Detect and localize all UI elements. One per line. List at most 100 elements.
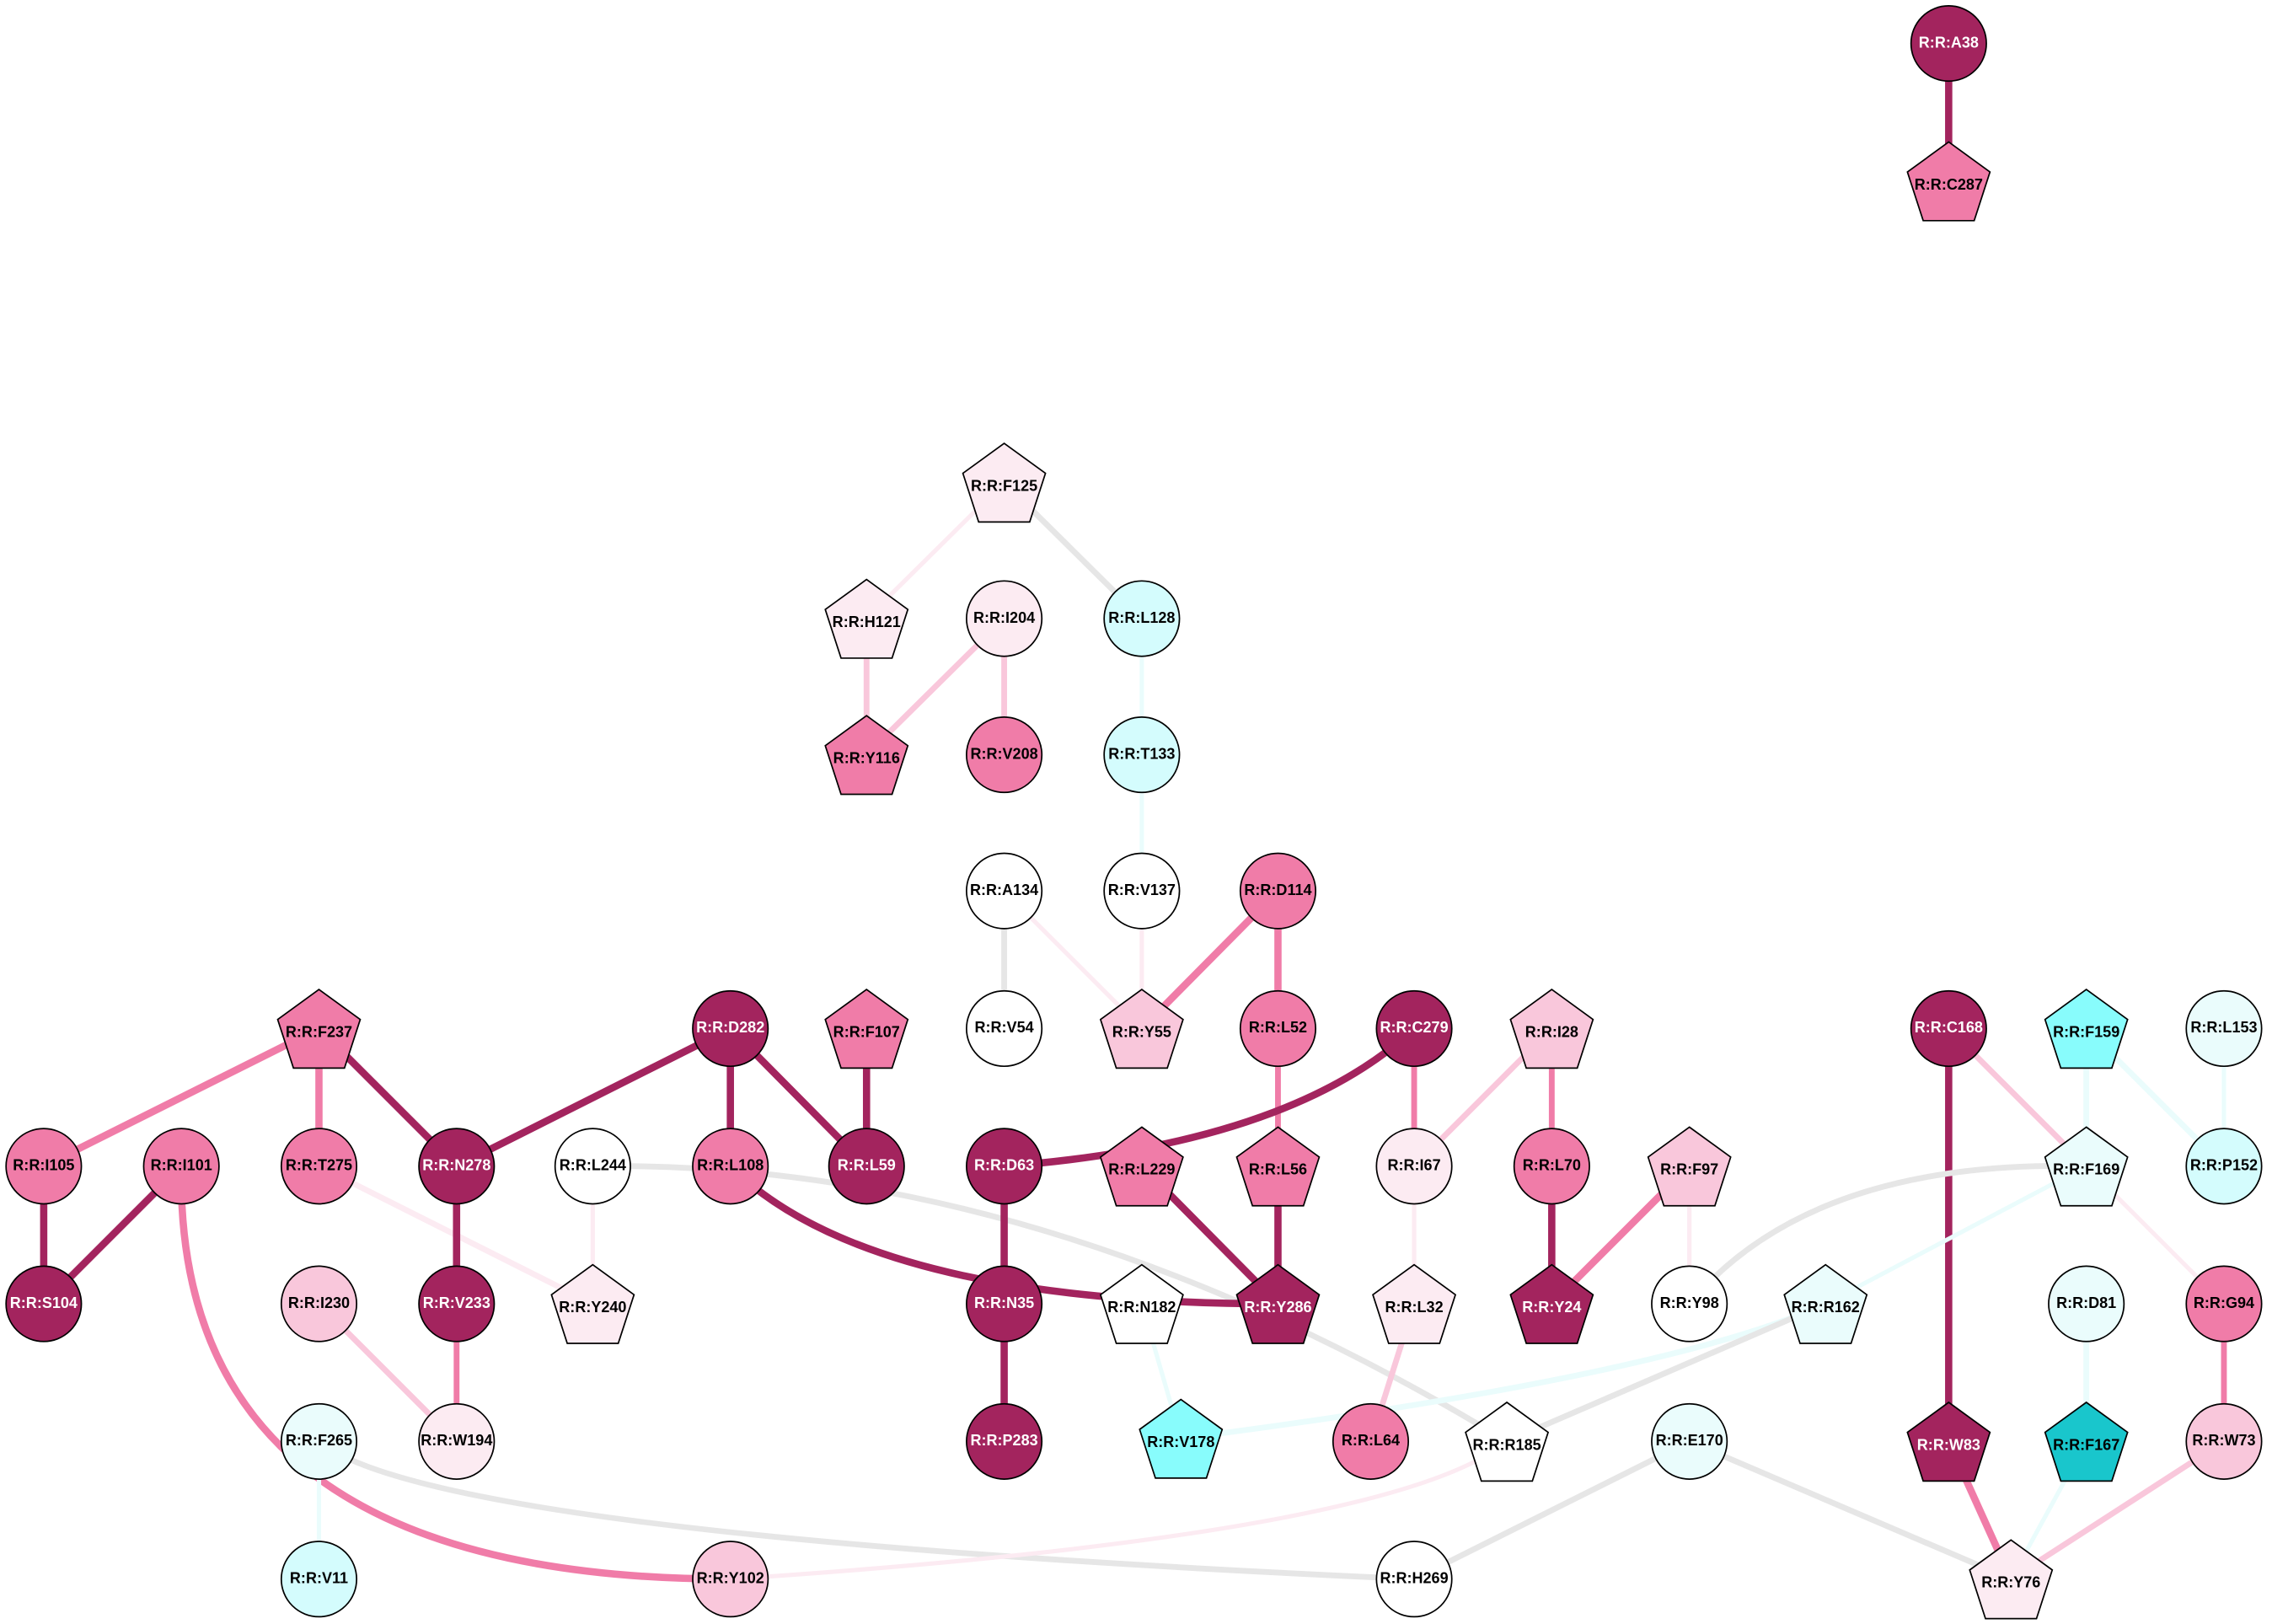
node-label: R:R:I230 bbox=[288, 1294, 350, 1311]
node-circle bbox=[1651, 1402, 1728, 1480]
node-pentagon bbox=[2044, 989, 2129, 1069]
node-circle bbox=[966, 580, 1043, 657]
node-label: R:R:Y55 bbox=[1112, 1023, 1171, 1040]
node-label: R:R:I105 bbox=[13, 1157, 74, 1174]
node-label: R:R:N182 bbox=[1107, 1299, 1176, 1316]
node-circle bbox=[1103, 580, 1181, 657]
edge bbox=[1687, 1162, 2087, 1306]
node-label: R:R:I204 bbox=[973, 609, 1035, 626]
node-label: R:R:L64 bbox=[1342, 1432, 1400, 1449]
node-label: R:R:V137 bbox=[1108, 882, 1176, 898]
node-pentagon bbox=[1969, 1539, 2054, 1620]
node-pentagon bbox=[2044, 1401, 2129, 1482]
node-circle bbox=[1375, 1541, 1453, 1618]
node-label: R:R:N35 bbox=[974, 1294, 1034, 1311]
node-label: R:R:Y98 bbox=[1660, 1294, 1719, 1311]
node-label: R:R:I67 bbox=[1387, 1157, 1440, 1174]
node-pentagon bbox=[1465, 1401, 1550, 1482]
node-label: R:R:F97 bbox=[1660, 1161, 1718, 1178]
node-label: R:R:F265 bbox=[286, 1432, 352, 1449]
node-pentagon bbox=[1372, 1263, 1457, 1344]
node-label: R:R:L52 bbox=[1249, 1019, 1307, 1036]
node-circle bbox=[418, 1402, 496, 1480]
node-circle bbox=[692, 1541, 769, 1618]
node-label: R:R:W83 bbox=[1917, 1436, 1980, 1453]
node-label: R:R:L108 bbox=[697, 1157, 764, 1174]
node-label: R:R:R162 bbox=[1792, 1299, 1860, 1316]
node-label: R:R:D114 bbox=[1244, 882, 1311, 898]
node-label: R:R:P152 bbox=[2190, 1157, 2258, 1174]
edge bbox=[730, 1439, 1508, 1582]
node-pentagon bbox=[1099, 1263, 1184, 1344]
node-label: R:R:Y240 bbox=[559, 1299, 626, 1316]
node-circle bbox=[966, 716, 1043, 794]
node-pentagon bbox=[962, 442, 1047, 523]
node-label: R:R:L70 bbox=[1523, 1157, 1581, 1174]
node-label: R:R:Y102 bbox=[697, 1569, 764, 1586]
node-label: R:R:W194 bbox=[421, 1432, 492, 1449]
edge bbox=[41, 1025, 321, 1170]
node-circle bbox=[1239, 852, 1317, 930]
node-circle bbox=[1910, 989, 1987, 1068]
node-circle bbox=[280, 1128, 358, 1205]
node-circle bbox=[418, 1265, 496, 1343]
node-label: R:R:A38 bbox=[1919, 34, 1979, 51]
node-pentagon bbox=[824, 578, 909, 659]
node-circle bbox=[692, 989, 769, 1068]
edge bbox=[317, 1439, 1415, 1583]
node-circle bbox=[1513, 1128, 1590, 1205]
node-circle bbox=[1651, 1265, 1728, 1343]
node-pentagon bbox=[1509, 1263, 1594, 1344]
node-label: R:R:T275 bbox=[286, 1157, 352, 1174]
node-pentagon bbox=[276, 989, 362, 1069]
node-circle bbox=[5, 1265, 83, 1343]
node-label: R:R:L56 bbox=[1249, 1161, 1307, 1178]
node-label: R:R:R185 bbox=[1472, 1436, 1541, 1453]
node-circle bbox=[2185, 1265, 2263, 1343]
node-label: R:R:Y24 bbox=[1522, 1299, 1581, 1316]
node-label: R:R:L229 bbox=[1108, 1161, 1175, 1178]
node-label: R:R:D81 bbox=[2056, 1294, 2116, 1311]
node-circle bbox=[554, 1128, 631, 1205]
node-circle bbox=[1375, 1128, 1453, 1205]
node-pentagon bbox=[1906, 1401, 1991, 1482]
node-label: R:R:V54 bbox=[975, 1019, 1034, 1036]
node-circle bbox=[1103, 716, 1181, 794]
node-circle bbox=[2185, 1128, 2263, 1205]
node-circle bbox=[1239, 989, 1317, 1068]
node-pentagon bbox=[1647, 1126, 1732, 1207]
node-label: R:R:L128 bbox=[1108, 609, 1175, 626]
node-label: R:R:I28 bbox=[1525, 1023, 1578, 1040]
node-label: R:R:W73 bbox=[2192, 1432, 2255, 1449]
edge bbox=[454, 1025, 732, 1170]
node-circle bbox=[280, 1541, 358, 1618]
node-label: R:R:L32 bbox=[1385, 1299, 1443, 1316]
edge bbox=[1688, 1439, 2012, 1582]
node-label: R:R:F159 bbox=[2053, 1023, 2119, 1040]
edge bbox=[1505, 1300, 1827, 1444]
edge bbox=[2009, 1439, 2226, 1582]
node-circle bbox=[1375, 989, 1453, 1068]
node-pentagon bbox=[1099, 989, 1184, 1069]
node-circle bbox=[2048, 1265, 2125, 1343]
node-pentagon bbox=[2044, 1126, 2129, 1207]
node-circle bbox=[828, 1128, 905, 1205]
node-label: R:R:T133 bbox=[1108, 745, 1175, 762]
node-label: R:R:S104 bbox=[10, 1294, 78, 1311]
node-label: R:R:F237 bbox=[286, 1023, 352, 1040]
node-label: R:R:Y116 bbox=[833, 750, 900, 767]
node-circle bbox=[2185, 1402, 2263, 1480]
node-label: R:R:D63 bbox=[974, 1157, 1034, 1174]
node-label: R:R:Y76 bbox=[1981, 1574, 2040, 1591]
node-label: R:R:V11 bbox=[290, 1569, 348, 1586]
node-label: R:R:C287 bbox=[1915, 176, 1983, 193]
node-label: R:R:D282 bbox=[696, 1019, 764, 1036]
node-pentagon bbox=[1235, 1126, 1321, 1207]
edge bbox=[1004, 1026, 1417, 1171]
node-label: R:R:C279 bbox=[1380, 1019, 1448, 1036]
node-circle bbox=[1910, 5, 1987, 83]
node-pentagon bbox=[824, 989, 909, 1069]
node-label: R:R:P283 bbox=[970, 1432, 1037, 1449]
node-circle bbox=[1332, 1402, 1410, 1480]
